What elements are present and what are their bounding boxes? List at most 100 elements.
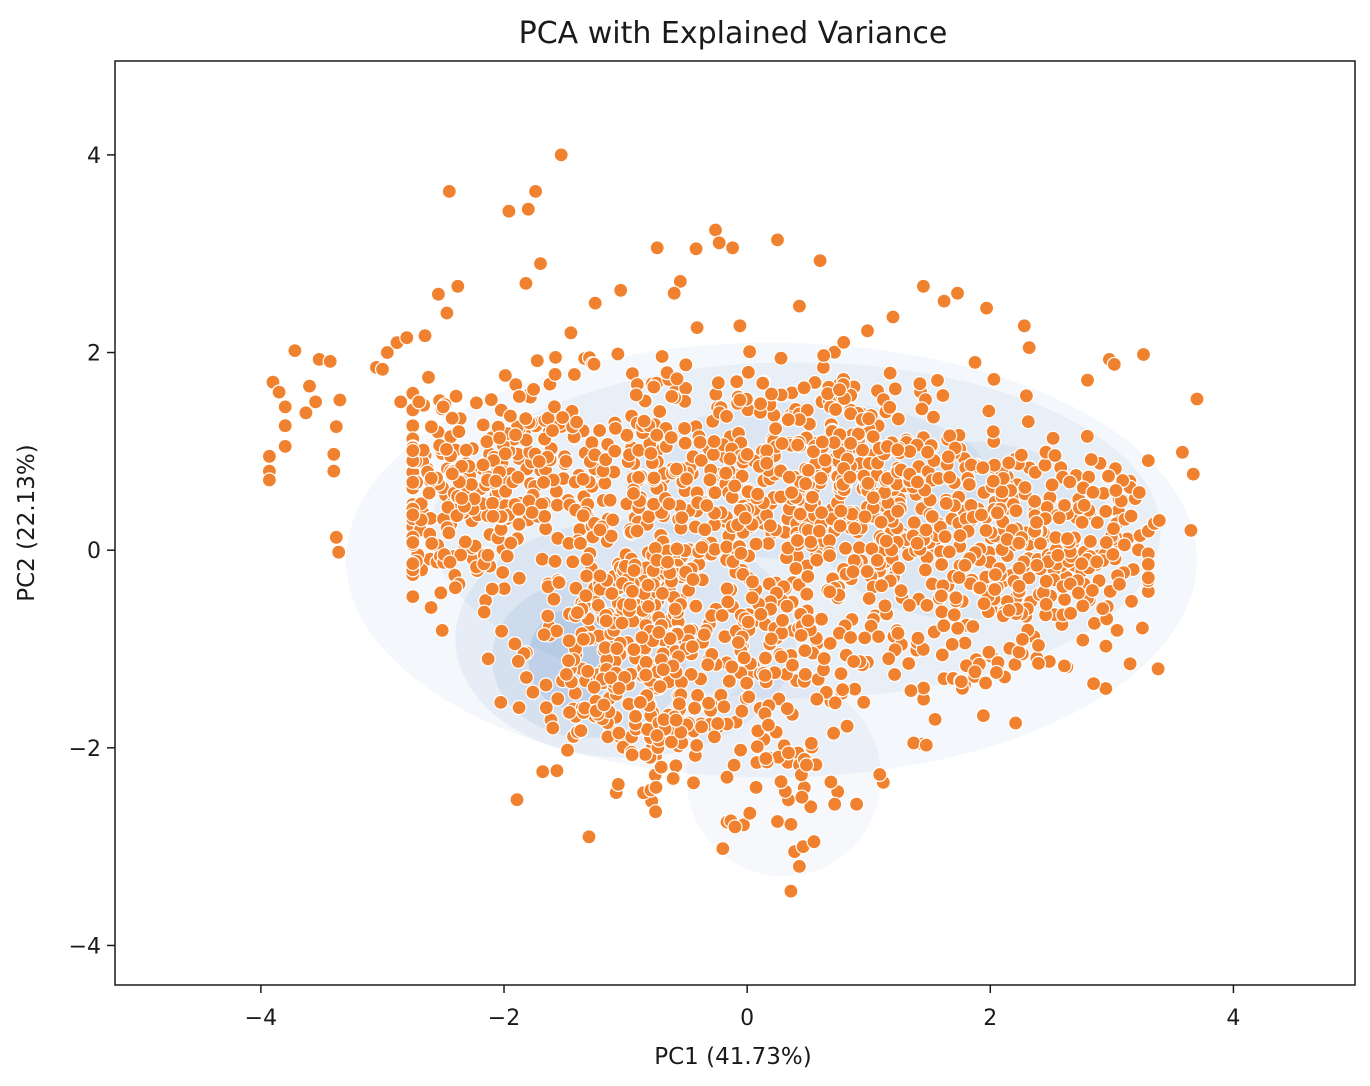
data-point [946, 607, 962, 623]
data-point [842, 469, 858, 485]
data-point [1059, 531, 1076, 547]
data-point [688, 598, 704, 614]
data-point [654, 585, 671, 602]
data-point [901, 597, 918, 613]
data-point [545, 720, 561, 736]
data-point [493, 694, 509, 711]
data-point [773, 773, 789, 790]
data-point [535, 764, 551, 780]
data-point [1011, 578, 1027, 594]
data-point [986, 371, 1002, 387]
data-point [837, 540, 854, 557]
data-point [987, 581, 1003, 598]
data-point [495, 564, 511, 581]
data-point [1011, 535, 1027, 551]
data-point [714, 607, 730, 624]
data-point [758, 750, 774, 767]
data-point [952, 527, 968, 544]
data-point [732, 392, 748, 408]
data-point [678, 471, 695, 487]
data-point [917, 562, 934, 578]
data-point [823, 774, 839, 790]
data-point [484, 581, 500, 597]
data-point [605, 512, 621, 528]
data-point [812, 253, 828, 269]
data-point [652, 403, 668, 420]
data-point [694, 539, 710, 556]
data-point [538, 700, 554, 716]
data-point [655, 662, 671, 678]
data-point [790, 437, 806, 453]
data-point [1047, 447, 1063, 464]
data-point [659, 554, 676, 570]
data-point [485, 508, 501, 524]
data-point [540, 608, 556, 624]
data-point [737, 510, 754, 526]
data-point [627, 708, 644, 725]
data-point [750, 486, 766, 502]
data-point [634, 629, 650, 646]
data-point [763, 631, 779, 647]
data-point [261, 472, 277, 488]
data-point [586, 679, 602, 695]
data-point [1076, 497, 1092, 513]
data-point [848, 796, 865, 812]
data-point [803, 735, 819, 751]
data-point [890, 625, 906, 641]
data-point [405, 555, 421, 572]
data-point [949, 285, 966, 301]
data-point [762, 518, 779, 534]
data-point [783, 485, 800, 501]
data-point [773, 350, 789, 366]
data-point [748, 536, 764, 552]
data-point [719, 539, 735, 555]
data-point [865, 429, 881, 445]
data-point [607, 420, 624, 436]
data-point [610, 776, 626, 793]
data-point [721, 673, 737, 689]
data-point [592, 522, 608, 538]
data-point [842, 629, 859, 646]
data-point [906, 735, 922, 751]
data-point [609, 640, 625, 657]
data-point [480, 547, 496, 563]
data-point [322, 353, 338, 369]
data-point [1016, 318, 1032, 334]
data-point [423, 419, 439, 435]
data-point [832, 518, 848, 534]
data-point [740, 614, 756, 630]
data-point [822, 635, 838, 652]
data-point [448, 388, 464, 404]
data-point [558, 666, 575, 683]
data-point [760, 717, 777, 733]
data-point [308, 394, 324, 410]
data-point [788, 560, 804, 577]
data-point [1001, 602, 1017, 619]
data-point [1027, 493, 1043, 509]
data-point [842, 435, 859, 451]
data-point [454, 490, 470, 506]
data-point [444, 466, 460, 482]
data-point [1100, 468, 1117, 484]
data-point [774, 612, 791, 628]
data-point [692, 434, 708, 450]
data-point [706, 433, 722, 450]
data-point [510, 469, 526, 485]
data-point [653, 759, 669, 775]
data-point [1032, 535, 1049, 552]
data-point [927, 711, 943, 728]
data-point [924, 508, 940, 525]
data-point [622, 596, 638, 612]
data-point [957, 635, 973, 651]
data-point [520, 201, 536, 217]
data-point [873, 514, 889, 530]
data-point [769, 813, 786, 830]
data-point [797, 642, 813, 659]
data-point [611, 725, 627, 741]
data-point [537, 508, 553, 525]
data-point [890, 503, 906, 519]
data-point [724, 240, 741, 256]
data-point [825, 725, 842, 741]
data-point [1108, 482, 1124, 499]
data-point [859, 323, 876, 339]
